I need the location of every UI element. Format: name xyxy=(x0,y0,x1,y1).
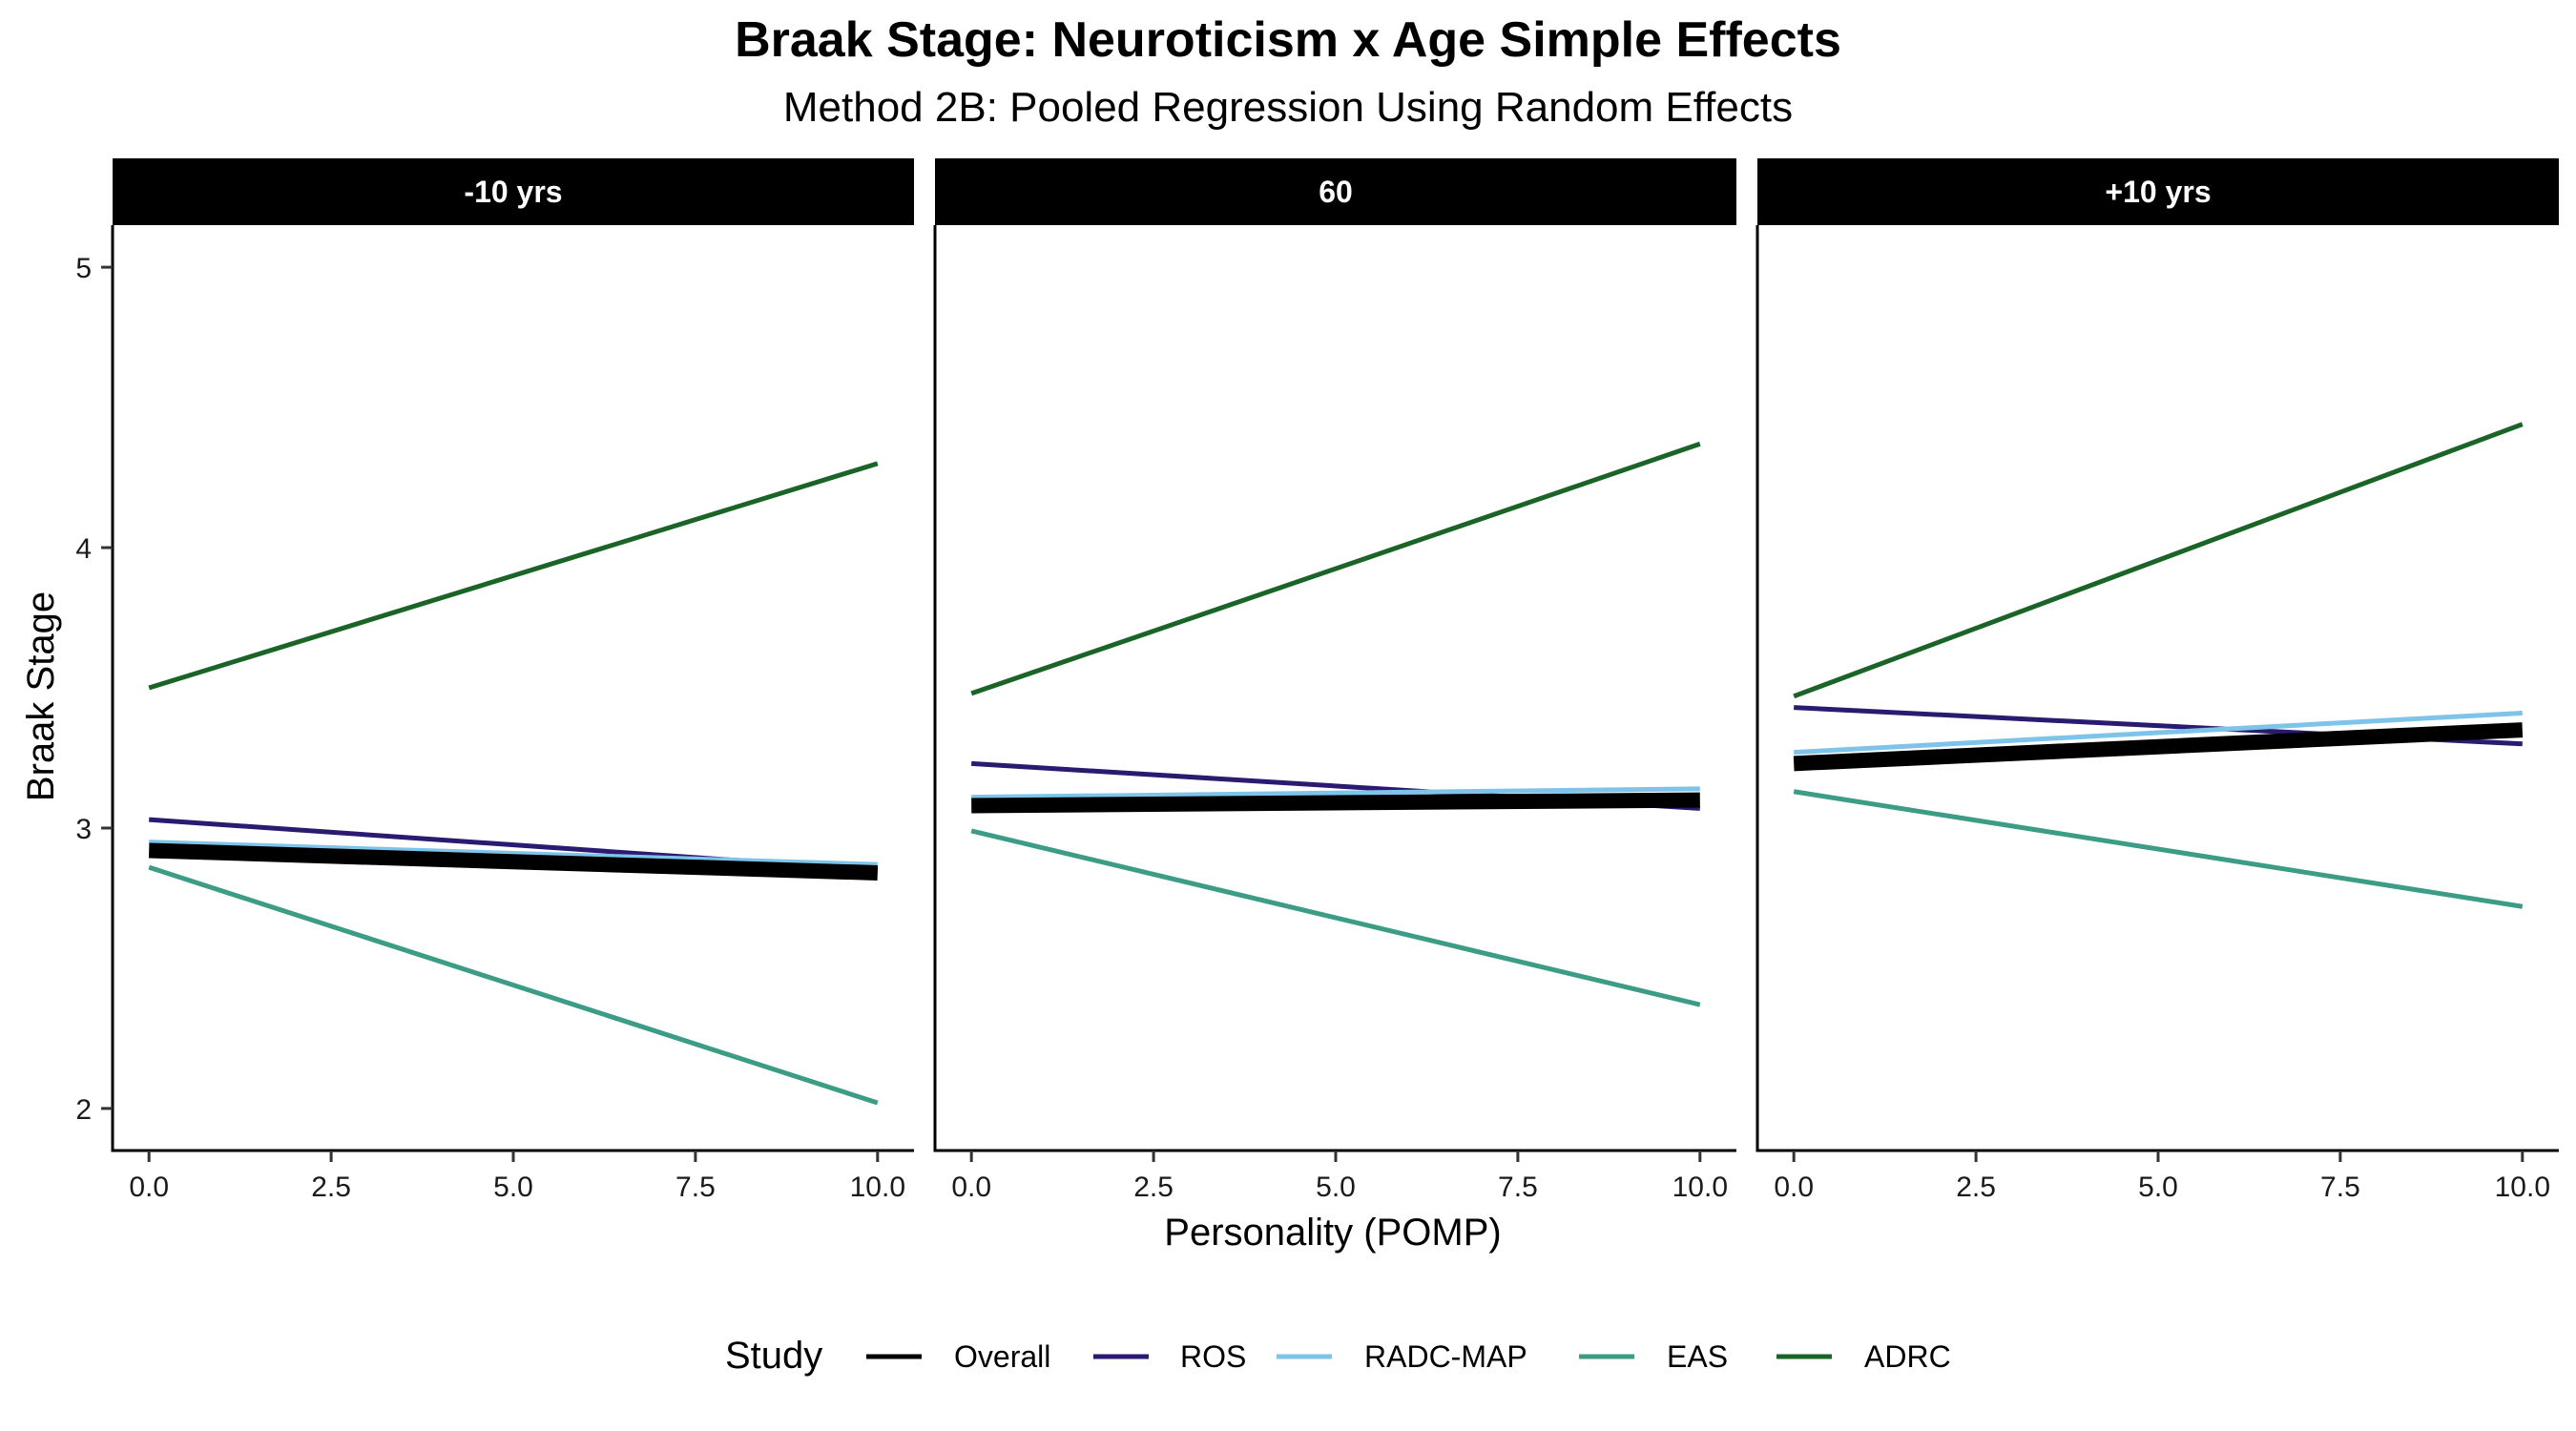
x-tick-label: 2.5 xyxy=(1956,1172,1996,1203)
x-tick-label: 0.0 xyxy=(1774,1172,1814,1203)
x-tick-label: 2.5 xyxy=(311,1172,351,1203)
chart-subtitle: Method 2B: Pooled Regression Using Rando… xyxy=(782,84,1794,131)
facet-strip xyxy=(935,158,1736,225)
series-line-overall xyxy=(148,842,879,881)
x-axis-title: Personality (POMP) xyxy=(1164,1212,1501,1254)
series-line-eas xyxy=(1793,789,2524,909)
x-tick-label: 7.5 xyxy=(2320,1172,2360,1203)
y-axis-title: Braak Stage xyxy=(20,591,62,801)
x-tick-label: 10.0 xyxy=(1672,1172,1728,1203)
x-tick-label: 7.5 xyxy=(1498,1172,1538,1203)
facet-strip-label: 60 xyxy=(1319,175,1353,209)
y-tick-label: 4 xyxy=(75,533,92,565)
legend-label-radc-map: RADC-MAP xyxy=(1364,1339,1527,1374)
x-tick-label: 0.0 xyxy=(951,1172,991,1203)
facet-strip xyxy=(113,158,914,225)
legend-label-adrc: ADRC xyxy=(1864,1339,1951,1374)
series-line-adrc xyxy=(148,461,879,691)
x-tick-label: 7.5 xyxy=(675,1172,716,1203)
x-tick-label: 5.0 xyxy=(493,1172,533,1203)
chart-title: Braak Stage: Neuroticism x Age Simple Ef… xyxy=(735,12,1841,68)
panel-3: +10 yrs 0.0 2.5 5.0 7.5 10.0 xyxy=(1755,158,2559,1203)
series-line-eas xyxy=(970,828,1701,1007)
x-tick-label: 0.0 xyxy=(129,1172,169,1203)
x-tick-label: 10.0 xyxy=(2495,1172,2550,1203)
series-line-overall xyxy=(1793,722,2524,772)
series-line-adrc xyxy=(970,441,1701,696)
facet-strip-label: +10 yrs xyxy=(2105,175,2211,209)
legend-label-eas: EAS xyxy=(1667,1339,1728,1374)
legend: Study Overall ROS RADC-MAP EAS ADRC xyxy=(725,1335,1951,1377)
legend-label-overall: Overall xyxy=(954,1339,1050,1374)
x-tick-label: 5.0 xyxy=(1316,1172,1356,1203)
x-tick-label: 5.0 xyxy=(2138,1172,2178,1203)
series-line-eas xyxy=(148,864,879,1106)
panel-2: 60 0.0 2.5 5.0 7.5 10.0 xyxy=(933,158,1736,1203)
series-line-adrc xyxy=(1793,422,2524,699)
y-axis: 2 3 4 5 xyxy=(75,253,113,1126)
panel-1: -10 yrs 0.0 2.5 5.0 7.5 10.0 xyxy=(111,158,914,1203)
series-line-radc-map xyxy=(1794,710,2523,756)
panels-layer: -10 yrs 0.0 2.5 5.0 7.5 10.0 60 0.0 2.5 5.0 7.5 10.… xyxy=(111,158,2559,1203)
x-tick-label: 10.0 xyxy=(850,1172,905,1203)
series-line-radc-map xyxy=(971,786,1700,800)
x-tick-label: 2.5 xyxy=(1133,1172,1174,1203)
series-line-radc-map xyxy=(149,840,878,867)
legend-title: Study xyxy=(725,1335,822,1377)
facet-strip-label: -10 yrs xyxy=(464,175,562,209)
y-tick-label: 5 xyxy=(75,253,92,284)
y-tick-label: 2 xyxy=(75,1094,92,1126)
series-line-overall xyxy=(971,792,1700,814)
legend-label-ros: ROS xyxy=(1180,1339,1246,1374)
y-tick-label: 3 xyxy=(75,814,92,845)
facet-strip xyxy=(1757,158,2559,225)
